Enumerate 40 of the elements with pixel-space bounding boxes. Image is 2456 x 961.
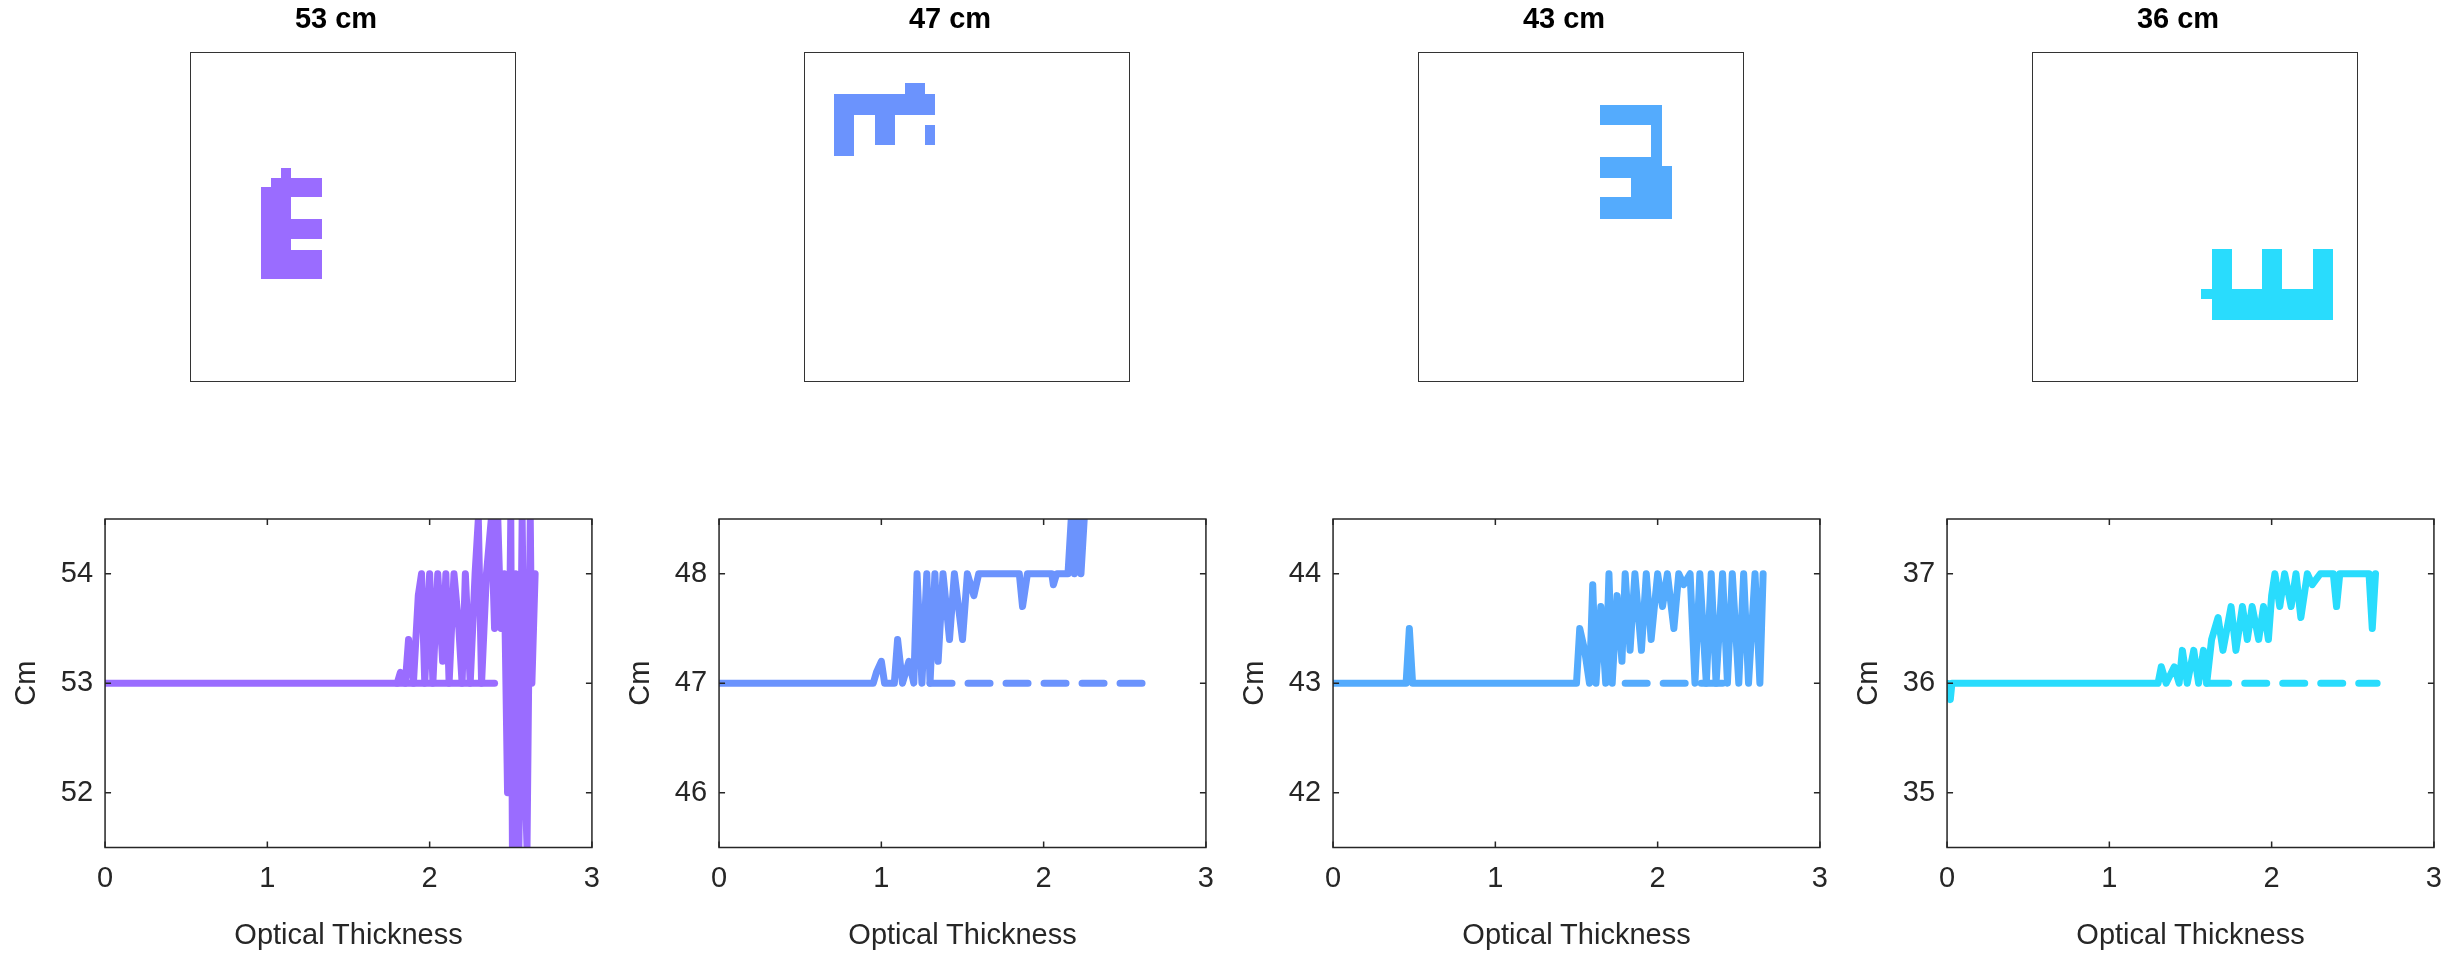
x-tick-label: 1	[873, 860, 890, 893]
y-tick-label: 35	[1902, 774, 1936, 807]
y-tick-label: 42	[1288, 774, 1322, 807]
x-tick-label: 3	[1197, 860, 1215, 893]
y-tick-label: 37	[1902, 555, 1936, 588]
chart-title: 53 cm	[293, 2, 379, 35]
x-tick-label: 3	[583, 860, 601, 893]
y-axis-title: Cm	[623, 660, 656, 706]
chart-title: 43 cm	[1521, 2, 1607, 35]
x-tick-label: 2	[1649, 860, 1666, 893]
y-tick-label: 46	[674, 774, 708, 807]
chart-title: 36 cm	[2135, 2, 2221, 35]
y-tick-label: 44	[1288, 555, 1322, 588]
x-axis-title: Optical Thickness	[1462, 917, 1691, 950]
x-tick-label: 0	[1324, 860, 1342, 893]
x-tick-label: 3	[2425, 860, 2443, 893]
x-tick-label: 1	[1487, 860, 1504, 893]
x-tick-label: 2	[421, 860, 438, 893]
x-tick-label: 1	[2101, 860, 2118, 893]
x-tick-label: 0	[96, 860, 114, 893]
x-tick-label: 1	[259, 860, 276, 893]
x-tick-label: 0	[1938, 860, 1956, 893]
y-tick-label: 48	[674, 555, 708, 588]
y-tick-label: 36	[1902, 665, 1936, 698]
y-axis-title: Cm	[9, 660, 42, 706]
x-tick-label: 2	[1035, 860, 1052, 893]
y-axis-title: Cm	[1851, 660, 1884, 706]
x-tick-label: 2	[2263, 860, 2280, 893]
y-axis-title: Cm	[1237, 660, 1270, 706]
y-tick-label: 43	[1288, 665, 1322, 698]
y-tick-label: 53	[60, 665, 94, 698]
x-axis-title: Optical Thickness	[234, 917, 463, 950]
x-tick-label: 3	[1811, 860, 1829, 893]
x-axis-title: Optical Thickness	[2076, 917, 2305, 950]
x-tick-label: 0	[710, 860, 728, 893]
chart-title: 47 cm	[907, 2, 993, 35]
y-tick-label: 47	[674, 665, 708, 698]
x-axis-title: Optical Thickness	[848, 917, 1077, 950]
y-tick-label: 52	[60, 774, 94, 807]
y-tick-label: 54	[60, 555, 94, 588]
